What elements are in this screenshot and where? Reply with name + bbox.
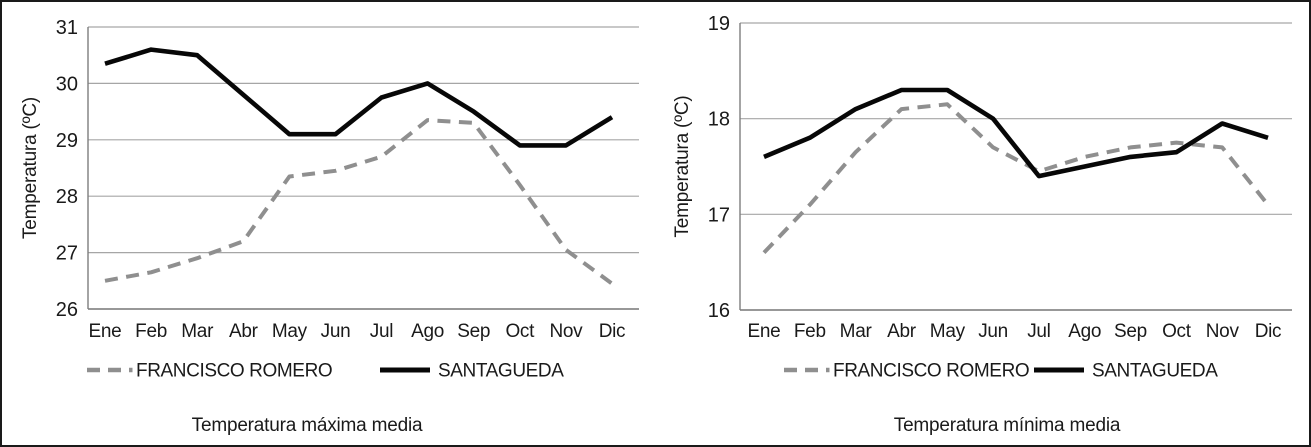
x-tick-label: May — [930, 321, 966, 342]
x-tick-label: Jul — [370, 321, 393, 342]
x-tick-label: Feb — [135, 321, 167, 342]
y-tick-label: 19 — [708, 13, 730, 35]
x-tick-label: Mar — [840, 321, 873, 342]
y-tick-label: 28 — [56, 186, 78, 208]
x-tick-label: Oct — [505, 321, 535, 342]
x-tick-label: Nov — [1206, 321, 1240, 342]
x-tick-label: Jun — [978, 321, 1008, 342]
y-tick-label: 16 — [708, 300, 730, 322]
x-tick-label: Jul — [1027, 321, 1050, 342]
x-tick-label: Ago — [1068, 321, 1101, 342]
x-tick-label: Oct — [1162, 321, 1192, 342]
max-temperature-chart: 31 30 29 28 27 26 Ene Feb Mar Abr May Jun Jul Ago Sep O… — [20, 17, 639, 436]
x-tick-label: Ene — [748, 321, 781, 342]
y-tick-label: 30 — [56, 73, 78, 95]
y-tick-label: 31 — [56, 17, 78, 39]
x-tick-label: Abr — [887, 321, 917, 342]
y-tick-label: 17 — [708, 204, 730, 226]
x-tick-label: Ago — [411, 321, 444, 342]
x-tick-label: Dic — [599, 321, 626, 342]
series-line-dashed — [762, 102, 1270, 254]
y-tick-label: 18 — [708, 109, 730, 131]
chart-title: Temperatura mínima media — [894, 415, 1121, 436]
x-tick-label: Sep — [457, 321, 490, 342]
x-tick-label: Feb — [794, 321, 826, 342]
legend-label: SANTAGUEDA — [438, 361, 564, 382]
x-tick-label: Sep — [1114, 321, 1147, 342]
y-tick-label: 27 — [56, 243, 78, 265]
y-axis-title: Temperatura (ºC) — [672, 95, 693, 237]
x-tick-label: May — [272, 321, 308, 342]
x-tick-label: Abr — [229, 321, 259, 342]
chart-title: Temperatura máxima media — [192, 415, 423, 436]
series-line-solid — [763, 87, 1269, 179]
x-tick-label: Dic — [1255, 321, 1282, 342]
legend-label: FRANCISCO ROMERO — [833, 361, 1029, 382]
y-tick-label: 26 — [56, 299, 78, 321]
x-tick-label: Ene — [89, 321, 122, 342]
x-tick-label: Nov — [549, 321, 583, 342]
series-line-solid — [104, 47, 614, 148]
x-tick-label: Mar — [181, 321, 214, 342]
min-temperature-chart: 19 18 17 16 Ene Feb Mar Abr May Jun Jul Ago Sep Oct No… — [672, 13, 1292, 436]
y-tick-label: 29 — [56, 130, 78, 152]
legend-label: FRANCISCO ROMERO — [136, 361, 332, 382]
y-axis-title: Temperatura (ºC) — [20, 97, 41, 239]
series-line-dashed — [104, 118, 614, 286]
x-tick-label: Jun — [321, 321, 351, 342]
legend-label: SANTAGUEDA — [1092, 361, 1218, 382]
